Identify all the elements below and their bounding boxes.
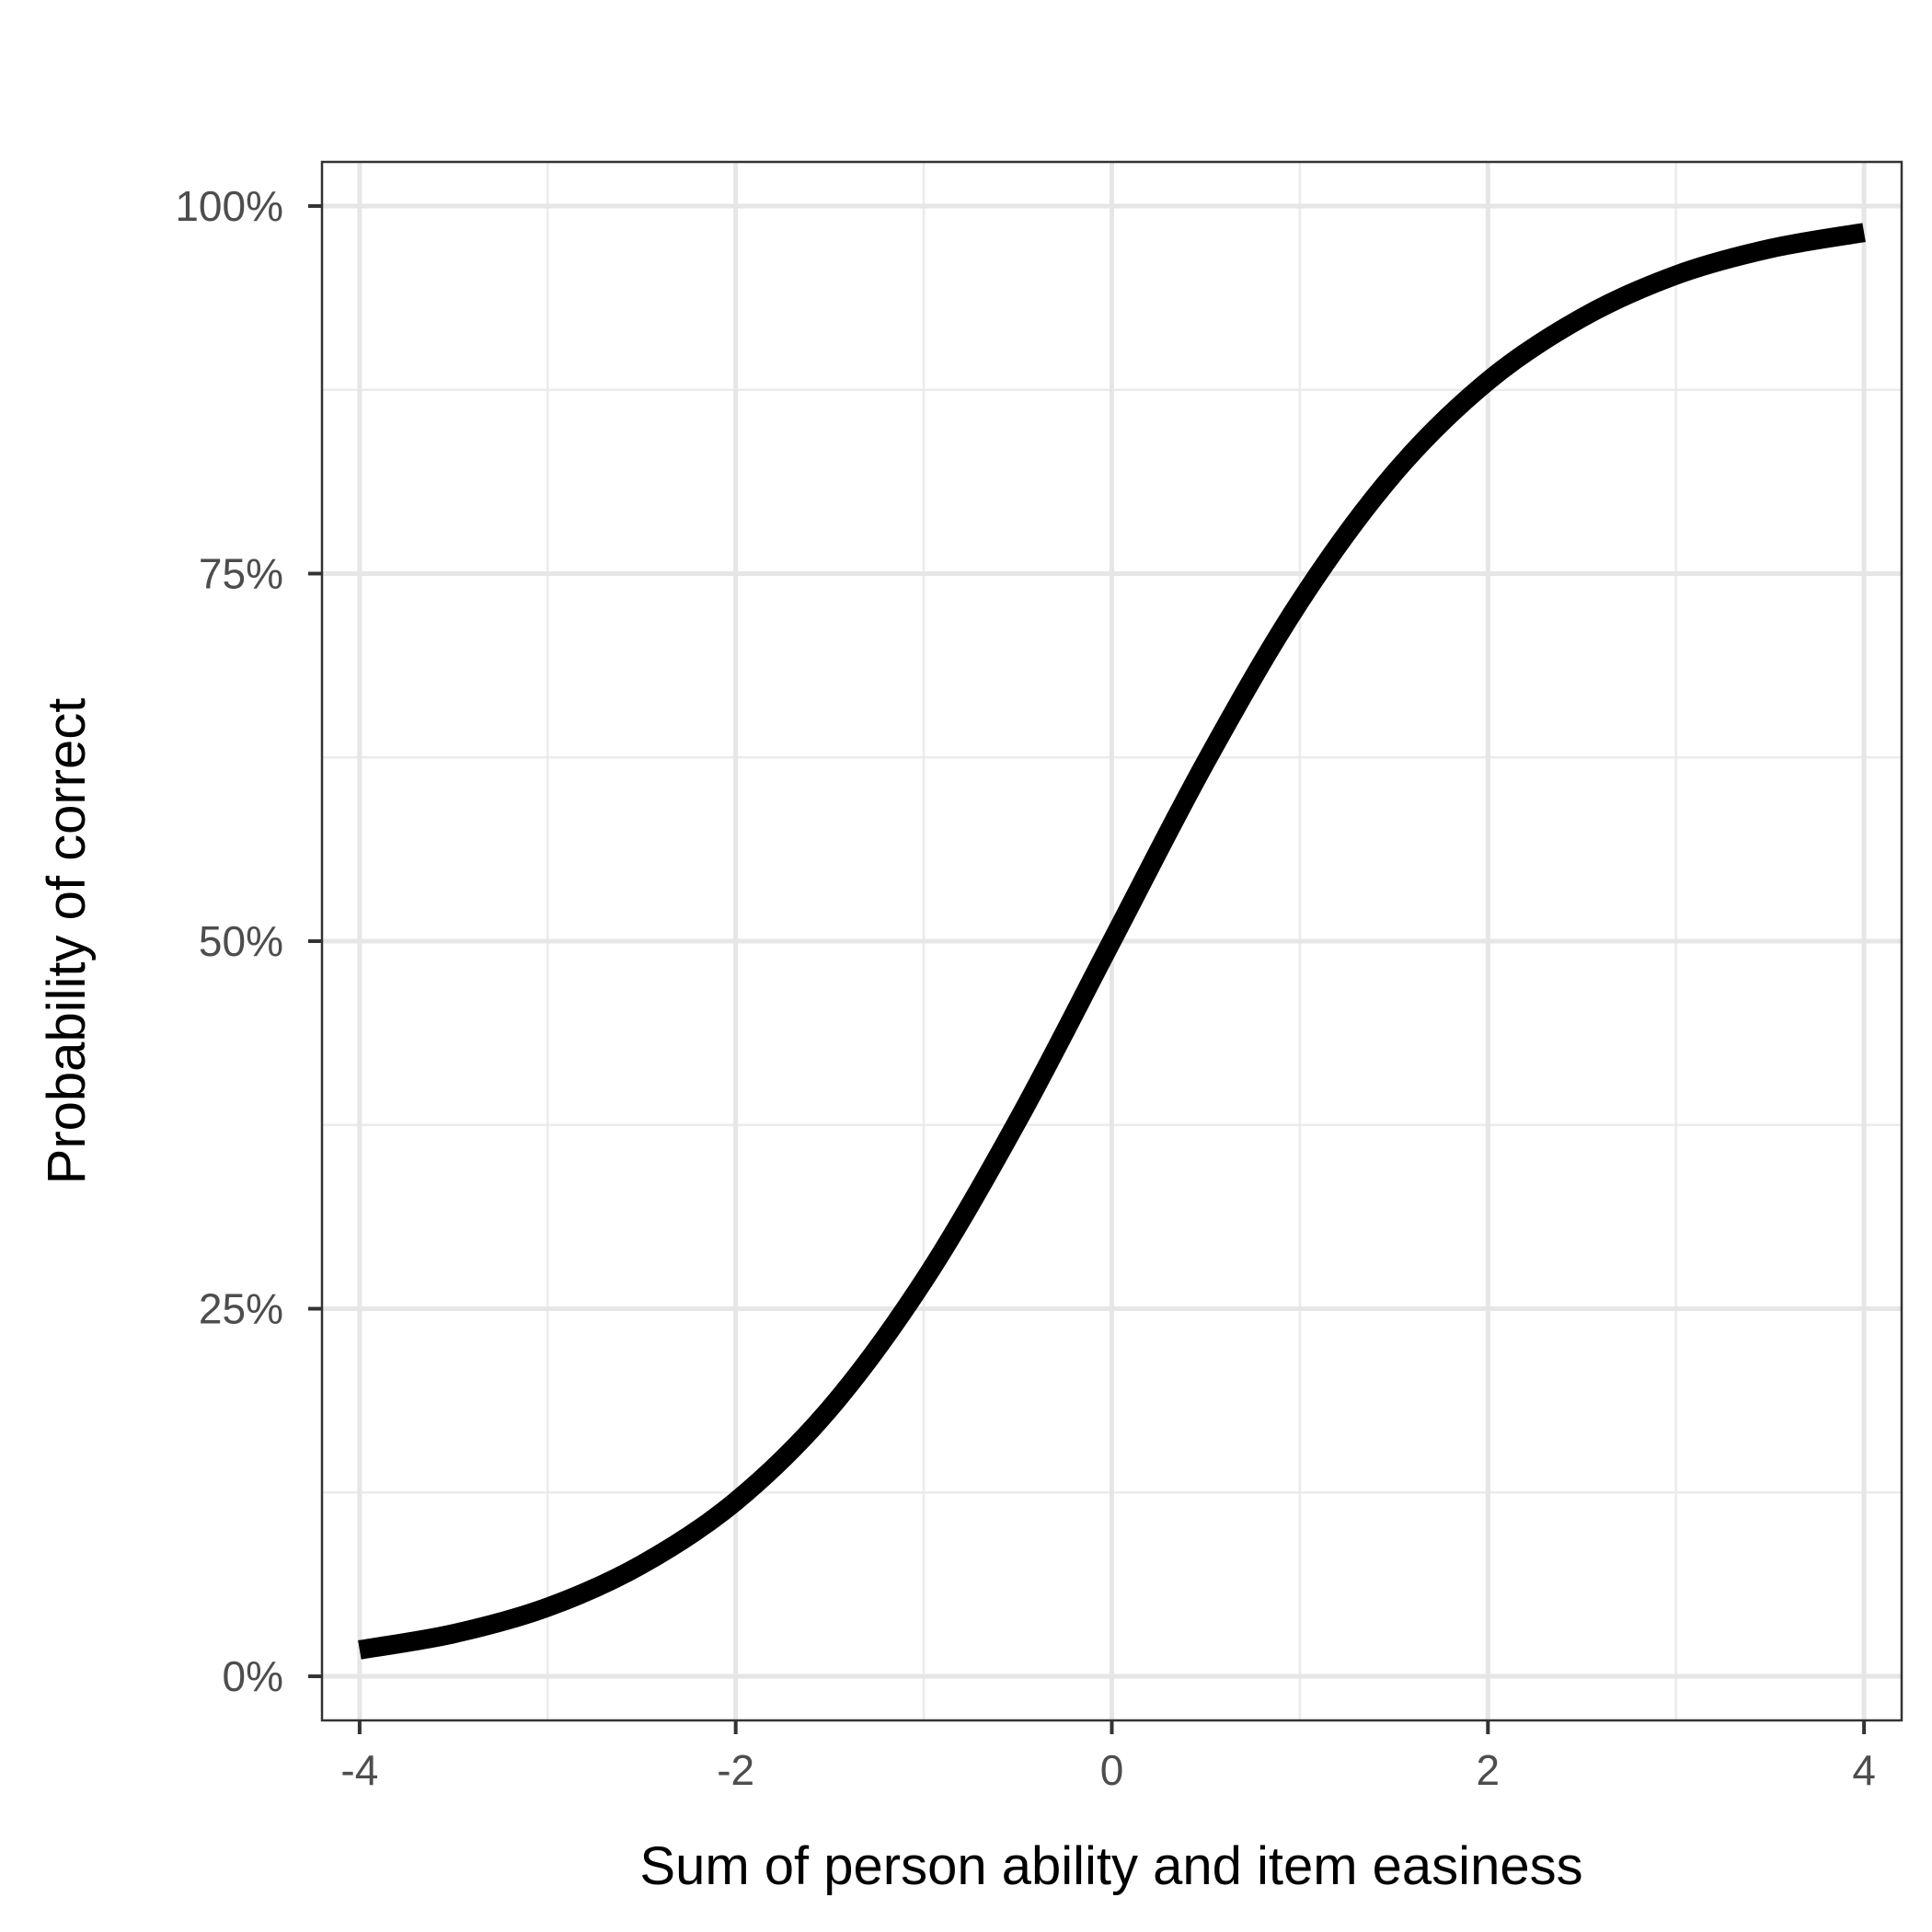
y-axis: 0% 25% 50% 75% 100% xyxy=(175,182,322,1700)
y-tick-label: 25% xyxy=(199,1285,283,1333)
y-tick-label: 0% xyxy=(223,1652,283,1700)
y-tick-label: 75% xyxy=(199,549,283,597)
x-axis-title: Sum of person ability and item easiness xyxy=(639,1836,1582,1896)
x-tick-label: -4 xyxy=(340,1746,378,1794)
x-tick-label: 0 xyxy=(1100,1746,1124,1794)
y-tick-label: 100% xyxy=(175,182,283,230)
logistic-curve-line xyxy=(358,223,1866,1660)
x-tick-label: -2 xyxy=(717,1746,754,1794)
x-tick-label: 4 xyxy=(1852,1746,1876,1794)
x-axis: -4 -2 0 2 4 xyxy=(340,1720,1876,1794)
x-tick-label: 2 xyxy=(1477,1746,1501,1794)
y-tick-label: 50% xyxy=(199,917,283,965)
data-series xyxy=(358,223,1866,1660)
y-axis-title: Probability of correct xyxy=(37,698,97,1185)
